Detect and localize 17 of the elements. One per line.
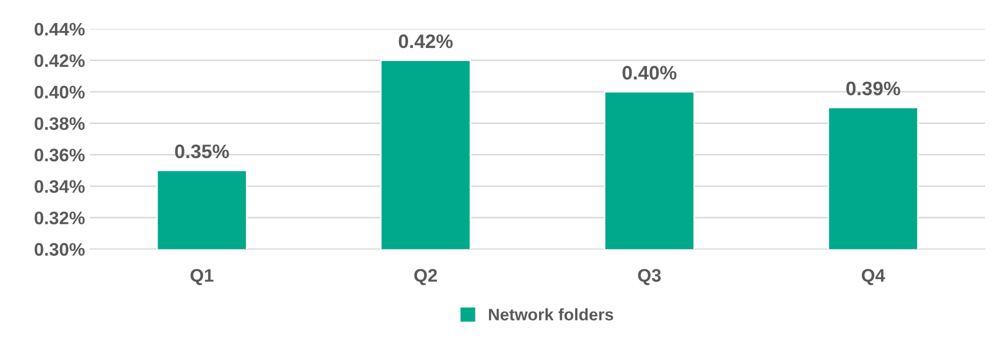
x-tick-label: Q3	[638, 269, 661, 286]
y-tick-label: 0.36%	[34, 148, 85, 162]
y-tick-label: 0.44%	[34, 22, 85, 36]
x-tick-label: Q1	[190, 269, 214, 286]
legend-label: Network folders	[488, 308, 614, 320]
data-label: 0.35%	[175, 144, 229, 158]
data-label: 0.40%	[622, 66, 676, 80]
x-tick-label: Q2	[414, 269, 437, 286]
y-tick-label: 0.34%	[34, 180, 85, 193]
y-tick-label: 0.30%	[34, 243, 85, 256]
x-tick-label: Q4	[862, 269, 886, 286]
y-tick-label: 0.42%	[34, 54, 85, 68]
y-tick-label: 0.40%	[34, 86, 85, 99]
y-tick-label: 0.38%	[34, 117, 85, 130]
data-label: 0.39%	[846, 82, 900, 96]
y-tick-label: 0.32%	[34, 212, 85, 224]
data-label: 0.42%	[398, 34, 453, 48]
